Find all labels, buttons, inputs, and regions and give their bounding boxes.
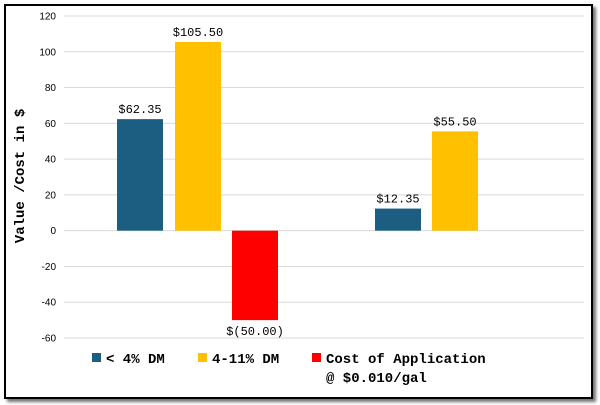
bars xyxy=(117,41,478,321)
data-label-3-1: $(50.00) xyxy=(226,325,284,339)
y-tick-label: -60 xyxy=(42,334,57,345)
data-label-1-2: $12.35 xyxy=(376,193,419,207)
data-label-1-1: $62.35 xyxy=(118,103,161,117)
y-tick-label: -20 xyxy=(42,262,57,273)
y-tick-label: 80 xyxy=(45,83,57,94)
bar-2-1 xyxy=(175,41,221,231)
legend-label-lt4: < 4% DM xyxy=(106,352,165,368)
data-label-2-2: $55.50 xyxy=(433,115,476,129)
bar-2-2 xyxy=(432,131,478,231)
y-axis-label: Value /Cost in $ xyxy=(13,109,29,243)
chart-frame xyxy=(4,4,593,399)
legend-swatch-lt4 xyxy=(92,353,101,362)
y-tick-label: 100 xyxy=(39,47,56,58)
legend-label-4-11: 4-11% DM xyxy=(212,352,279,368)
legend-swatch-4-11 xyxy=(198,353,207,362)
bar-1-1 xyxy=(117,119,163,231)
y-tick-label: 120 xyxy=(39,12,56,23)
y-tick-label: 40 xyxy=(45,155,57,166)
legend: < 4% DM 4-11% DM Cost of Application @ $… xyxy=(92,352,486,387)
y-tick-label: 0 xyxy=(50,226,56,237)
bar-3-1 xyxy=(232,230,278,321)
data-label-2-1: $105.50 xyxy=(173,26,223,40)
y-tick-label: -40 xyxy=(42,298,57,309)
y-axis-ticks: -60 -40 -20 0 20 40 60 80 100 120 xyxy=(39,12,56,345)
legend-label-cost-line2: @ $0.010/gal xyxy=(326,371,427,387)
legend-label-cost: Cost of Application xyxy=(326,352,486,368)
y-tick-label: 20 xyxy=(45,190,57,201)
y-tick-label: 60 xyxy=(45,119,57,130)
gridlines xyxy=(64,15,584,339)
bar-1-2 xyxy=(375,208,421,231)
legend-swatch-cost xyxy=(312,353,321,362)
data-labels: $62.35 $105.50 $(50.00) $12.35 $55.50 xyxy=(118,26,476,339)
